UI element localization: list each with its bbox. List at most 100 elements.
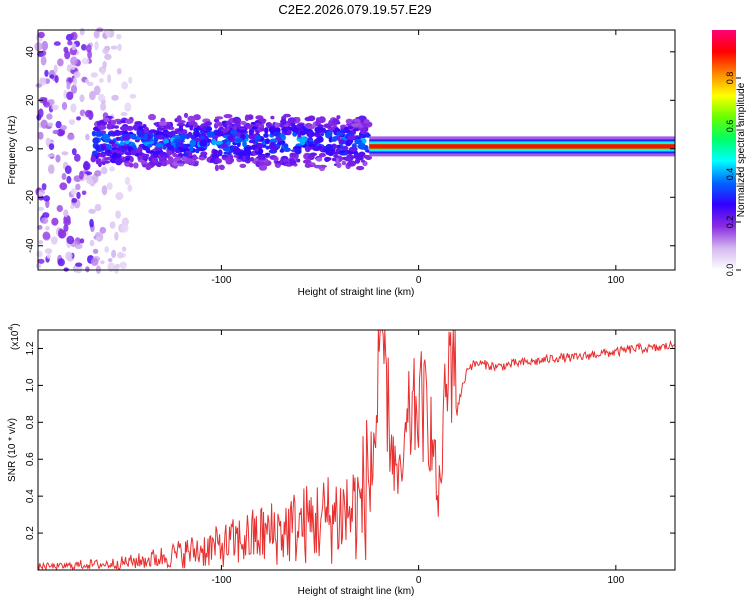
- spectrogram-cell: [206, 138, 212, 143]
- spectrogram-x-tick-label: 100: [607, 275, 624, 286]
- spectrogram-cell: [117, 43, 122, 52]
- spectrogram-cell: [121, 246, 127, 252]
- spectrogram-cell: [269, 141, 277, 147]
- spectrogram-cell: [120, 223, 129, 233]
- spectrogram-cell: [149, 140, 155, 144]
- spectrogram-cell: [258, 161, 265, 166]
- spectrogram-cell: [178, 125, 184, 132]
- spectrogram-cell: [74, 243, 83, 249]
- spectrogram-cell: [199, 133, 207, 137]
- spectrogram-cell: [211, 138, 217, 146]
- spectrogram-cell: [94, 41, 99, 51]
- spectrogram-cell: [111, 249, 117, 259]
- colorbar-tick-label: 0.8: [725, 72, 735, 85]
- spectrogram-cell: [124, 102, 132, 112]
- spectrogram-cell: [341, 145, 349, 151]
- spectrogram-cell: [107, 131, 113, 136]
- spectrogram-cell: [46, 253, 51, 259]
- colorbar-gradient: [712, 30, 736, 270]
- spectrogram-cell: [258, 164, 268, 171]
- spectrogram-cell: [134, 121, 142, 125]
- spectrogram-cell: [318, 116, 326, 124]
- spectrogram-cell: [338, 139, 345, 145]
- spectrogram-cell: [176, 160, 183, 164]
- spectrogram-cell: [227, 135, 234, 140]
- spectrogram-cell: [66, 91, 74, 100]
- spectrogram-cell: [336, 115, 341, 120]
- spectrogram-cell: [322, 148, 330, 153]
- spectrogram-cell: [113, 129, 121, 136]
- spectrogram-cell: [175, 148, 181, 154]
- spectrogram-cell: [328, 137, 333, 143]
- spectrogram-cell: [42, 231, 51, 240]
- spectrogram-cell: [41, 217, 49, 225]
- spectrogram-y-tick-label: -20: [25, 190, 36, 205]
- colorbar-tick-label: 0.2: [725, 216, 735, 229]
- snr-x-tick-label: 100: [607, 575, 624, 586]
- spectrogram-cell: [136, 130, 143, 137]
- spectrogram-cell: [243, 146, 252, 151]
- spectrogram-cell: [133, 162, 139, 169]
- spectrogram-cell: [316, 145, 323, 149]
- spectrogram-cell: [248, 128, 254, 136]
- snr-x-ticks: -100 0 100: [211, 330, 625, 586]
- spectrogram-cell: [237, 129, 247, 134]
- spectrogram-cell: [354, 139, 363, 145]
- spectrogram-cell: [183, 112, 189, 118]
- spectrogram-cell: [61, 101, 68, 111]
- spectrogram-cell: [286, 129, 292, 136]
- spectrogram-cell: [211, 153, 220, 159]
- spectrogram-cell: [37, 258, 45, 264]
- snr-frame: [37, 329, 676, 571]
- spectrogram-cell: [215, 130, 223, 137]
- spectrogram-cell: [100, 260, 105, 265]
- snr-y-tick-label: 0.6: [25, 452, 36, 466]
- spectrogram-cell: [221, 154, 228, 158]
- spectrogram-cell: [163, 131, 172, 135]
- spectrogram-cell: [71, 198, 78, 203]
- spectrogram-cell: [70, 204, 75, 209]
- spectrogram-cell: [145, 164, 152, 171]
- spectrogram-cell: [363, 119, 370, 124]
- spectrogram-cell: [204, 121, 213, 126]
- spectrogram-cell: [158, 121, 168, 126]
- spectrogram-cell: [37, 206, 45, 211]
- spectrogram-cell: [60, 125, 67, 131]
- snr-scale-close: ): [10, 323, 21, 326]
- spectrogram-cell: [106, 123, 113, 130]
- spectrogram-cell: [86, 178, 94, 185]
- spectrogram-cell: [63, 219, 71, 226]
- spectrogram-cell: [200, 151, 208, 157]
- spectrogram-cell: [121, 135, 131, 141]
- spectrogram-cell: [128, 76, 133, 84]
- spectrogram-cell: [214, 164, 219, 172]
- spectrogram-cell: [299, 138, 306, 146]
- spectrogram-cell: [360, 159, 366, 163]
- spectrogram-cell: [85, 133, 90, 141]
- spectrogram-cell: [332, 118, 340, 124]
- spectrogram-cell: [125, 119, 134, 124]
- spectrogram-cell: [123, 130, 128, 135]
- spectrogram-cell: [39, 77, 46, 83]
- spectrogram-cell: [336, 162, 342, 169]
- spectrogram-y-tick-label: -40: [25, 238, 36, 253]
- spectrogram-cell: [150, 162, 157, 167]
- spectrogram-cell: [331, 138, 337, 142]
- spectrogram-cell: [214, 159, 220, 164]
- spectrogram-cell: [64, 50, 71, 60]
- spectrogram-cell: [307, 143, 317, 147]
- spectrogram-cell: [257, 155, 266, 159]
- spectrogram-cell: [327, 151, 334, 157]
- spectrogram-cell: [55, 120, 62, 129]
- spectrogram-cell: [116, 251, 124, 259]
- spectrogram-cell: [100, 145, 107, 150]
- spectrogram-cell: [265, 138, 270, 145]
- spectrogram-cell: [108, 140, 115, 145]
- spectrogram-cell: [165, 143, 172, 147]
- spectrogram-cell: [64, 165, 72, 174]
- spectrogram-cell: [358, 142, 366, 149]
- spectrogram-cell: [274, 122, 280, 128]
- spectrogram-cell: [121, 145, 129, 150]
- spectrogram-cell: [116, 68, 122, 75]
- spectrogram-cell: [129, 93, 137, 99]
